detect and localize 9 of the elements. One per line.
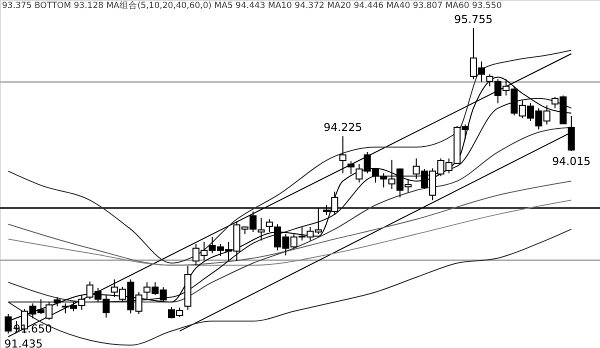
annotation: 94.015 <box>552 155 591 168</box>
annotation: 93.375 BOTTOM 93.128 MA组合(5,10,20,40,60,0) MA5 94.443 MA10 94.372 MA20 94.446 MA40 93.807 MA60 93.550 <box>2 0 502 11</box>
candlestick <box>339 136 346 174</box>
candlestick <box>258 217 265 241</box>
candlestick <box>54 296 61 307</box>
annotation: 94.225 <box>324 121 362 134</box>
candlestick <box>348 160 355 174</box>
annotation: 91.435 <box>4 338 43 348</box>
annotation: 95.755 <box>454 12 493 26</box>
